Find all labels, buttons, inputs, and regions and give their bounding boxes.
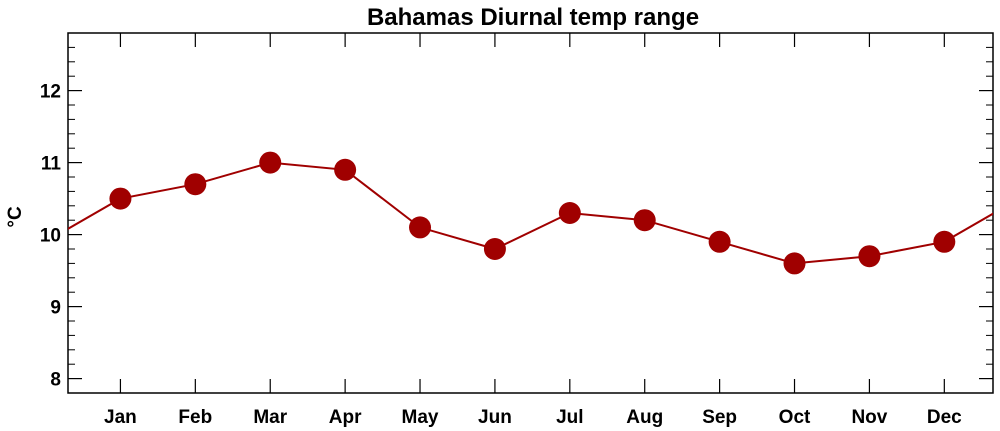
x-tick-label: Nov xyxy=(851,407,887,428)
x-tick-label: Jul xyxy=(556,407,583,428)
data-point-oct xyxy=(783,252,806,275)
x-tick-label: Oct xyxy=(779,407,811,428)
x-tick-label: Dec xyxy=(927,407,962,428)
x-tick-label: Feb xyxy=(178,407,212,428)
data-point-jan xyxy=(109,187,132,210)
data-point-aug xyxy=(633,209,656,232)
ticks-layer xyxy=(68,32,993,394)
x-tick-label: Sep xyxy=(702,407,737,428)
data-point-jul xyxy=(558,202,581,224)
series-line xyxy=(68,161,993,265)
y-tick-label: 9 xyxy=(50,298,61,319)
tick-labels-layer: 8 9 10 11 12 Jan Feb Mar Apr May Jun Jul Aug Sep Oct No… xyxy=(40,82,962,428)
x-tick-label: May xyxy=(402,407,439,428)
data-point-may xyxy=(409,216,432,239)
x-tick-label: Mar xyxy=(253,407,287,428)
y-axis-label: °C xyxy=(5,206,26,228)
chart-title: Bahamas Diurnal temp range xyxy=(367,4,699,31)
data-point-jun xyxy=(483,238,506,260)
y-tick-label: 11 xyxy=(41,154,62,175)
data-point-dec xyxy=(933,230,956,253)
x-tick-label: Jan xyxy=(104,407,137,428)
y-tick-label: 12 xyxy=(40,82,61,103)
plot-frame xyxy=(67,32,994,394)
x-tick-label: Aug xyxy=(626,407,663,428)
data-point-sep xyxy=(708,230,731,253)
y-tick-label: 10 xyxy=(40,226,61,247)
data-point-apr xyxy=(334,158,357,181)
data-point-mar xyxy=(259,151,282,174)
y-tick-label: 8 xyxy=(50,370,61,391)
data-point-nov xyxy=(858,245,881,268)
series-layer xyxy=(68,151,993,275)
x-tick-label: Jun xyxy=(478,407,512,428)
x-tick-label: Apr xyxy=(329,407,362,428)
data-point-feb xyxy=(184,173,207,196)
